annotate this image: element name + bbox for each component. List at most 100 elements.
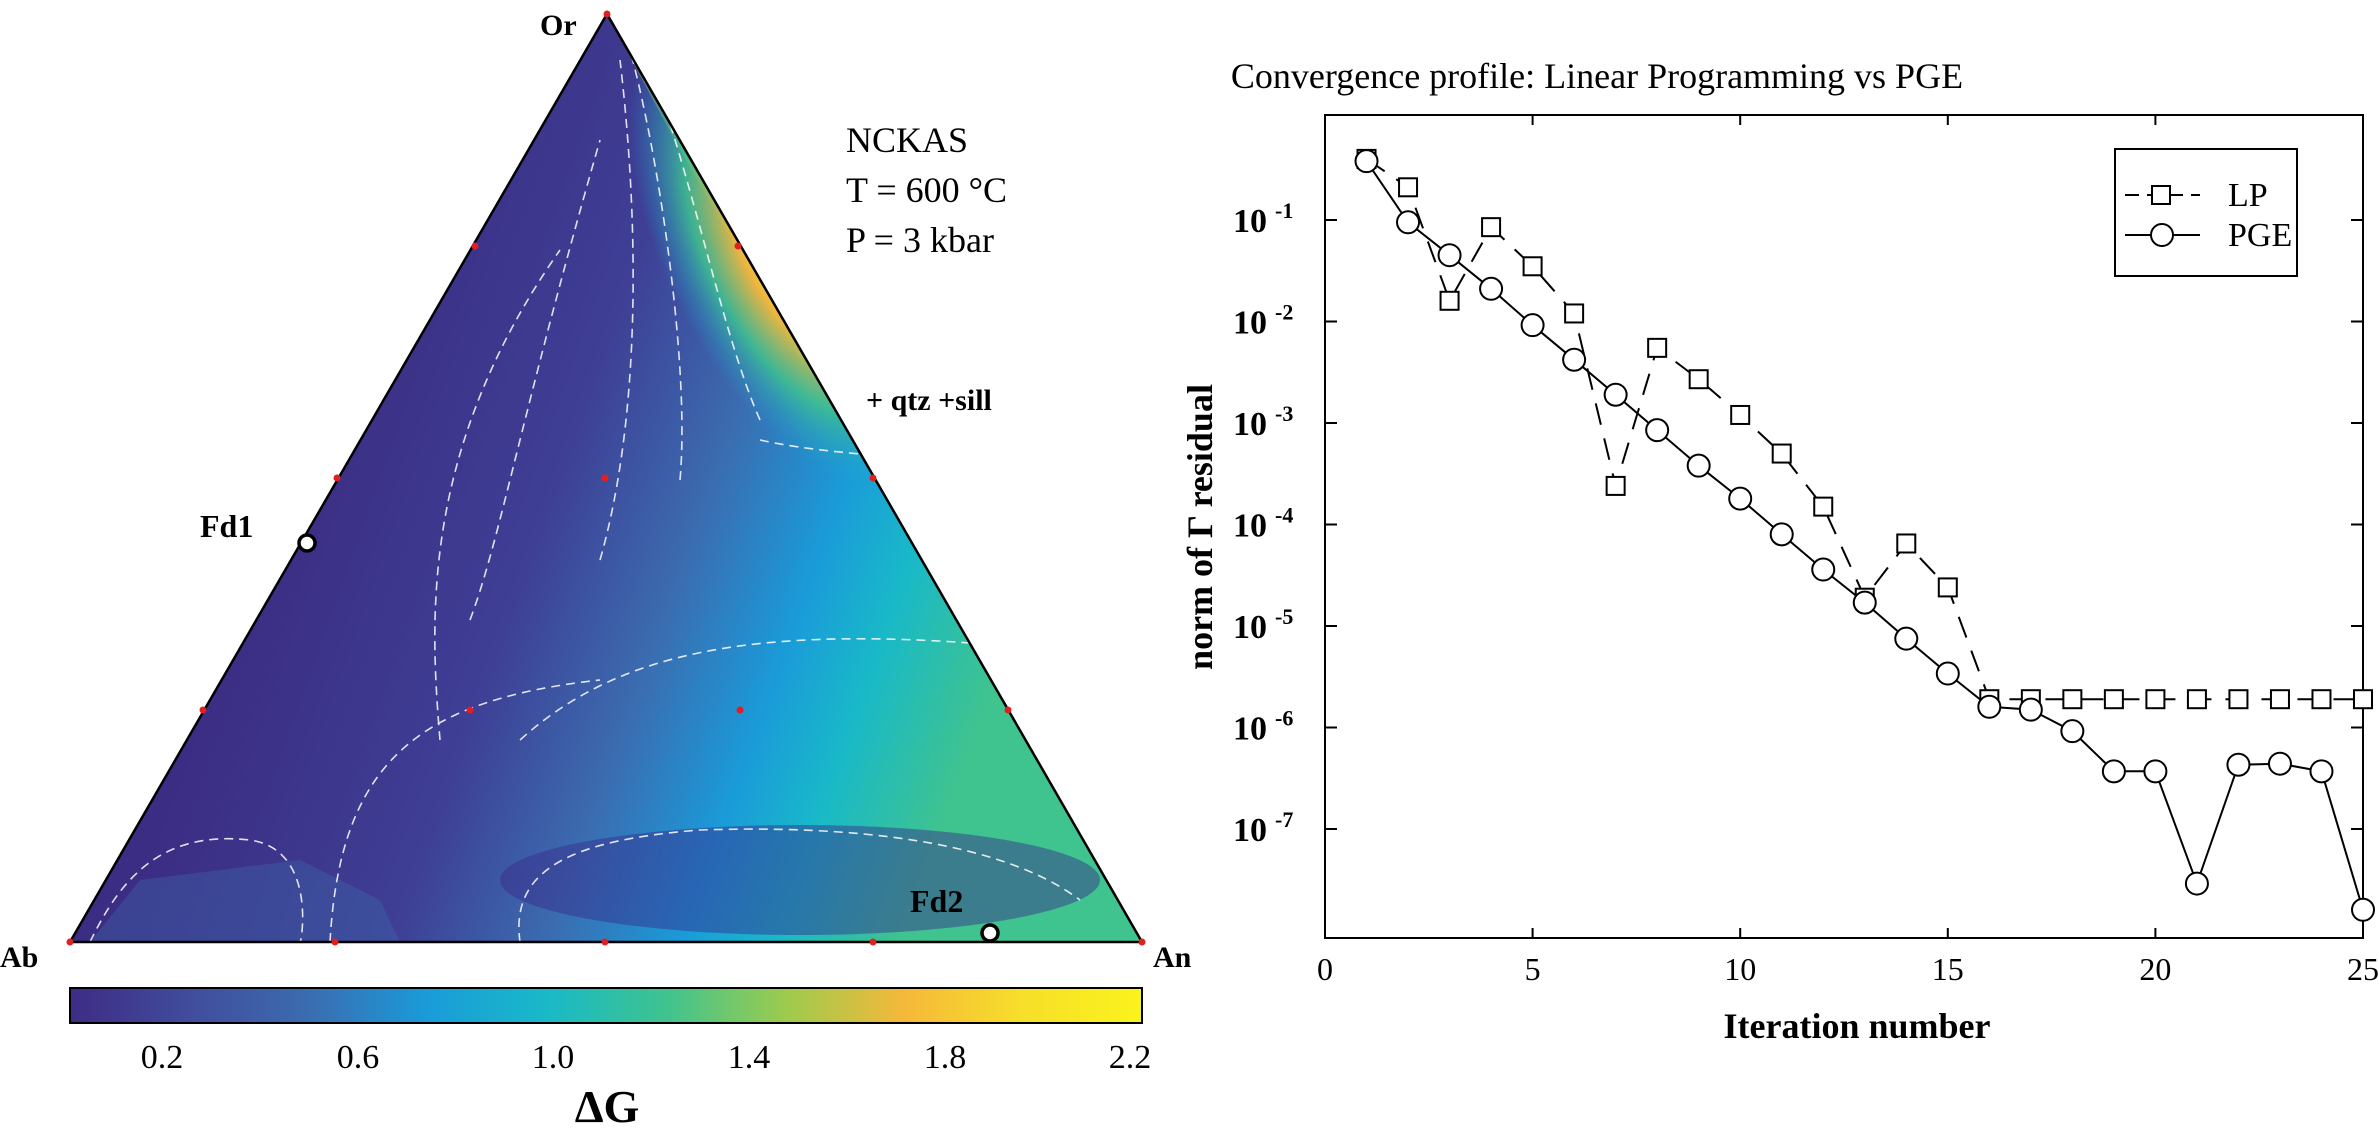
series-lp-point xyxy=(2103,689,2124,710)
series-lp-point xyxy=(1481,217,1502,238)
system-label: NCKAS xyxy=(846,120,968,160)
grid-dot xyxy=(869,938,877,946)
pressure-label: P = 3 kbar xyxy=(846,220,994,260)
series-pge-point xyxy=(1520,313,1545,338)
series-pge-point xyxy=(2101,759,2126,784)
series-lp-point xyxy=(1896,533,1917,554)
series-lp-point xyxy=(2269,689,2290,710)
series-pge-point xyxy=(1479,276,1504,301)
y-tick-label: 10 -5 xyxy=(1233,604,1293,646)
field-base xyxy=(70,14,1142,942)
series-pge-point xyxy=(1769,522,1794,547)
series-pge-point xyxy=(1396,210,1421,235)
grid-dots xyxy=(66,10,1146,946)
series-lp-point xyxy=(1522,256,1543,277)
contour-2 xyxy=(469,139,601,621)
y-tick-label: 10 -4 xyxy=(1233,503,1293,545)
series-lp-point xyxy=(1439,290,1460,311)
grid-dot xyxy=(1138,938,1146,946)
series-pge-point xyxy=(1437,243,1462,268)
point-fd2-label: Fd2 xyxy=(910,883,963,919)
series-lp-point xyxy=(2145,689,2166,710)
ternary-diagram: Or Ab An Fd1 Fd2 NCKAS T = 600 °C P = 3 … xyxy=(0,9,1192,1132)
field-lowleft xyxy=(90,860,400,942)
series-lp-point xyxy=(2186,689,2207,710)
colorbar-ticks: 0.2 0.6 1.0 1.4 1.8 2.2 xyxy=(141,1039,1152,1076)
series-lp-point xyxy=(1398,177,1419,198)
grid-dot xyxy=(736,706,744,714)
grid-dot xyxy=(734,242,742,250)
vertex-left-label: Ab xyxy=(0,941,38,974)
colorbar-tick-label: 0.6 xyxy=(337,1039,380,1076)
series-pge-point xyxy=(2267,751,2292,776)
assemblage-label: + qtz +sill xyxy=(866,384,992,417)
contour-1 xyxy=(434,249,561,741)
convergence-chart: Convergence profile: Linear Programming … xyxy=(1180,56,2379,1046)
series-lp-point xyxy=(1605,475,1626,496)
colorbar-tick-label: 2.2 xyxy=(1109,1039,1152,1076)
series-pge-point xyxy=(1935,661,1960,686)
grid-dot xyxy=(66,938,74,946)
series-pge-point xyxy=(2226,752,2251,777)
y-tick-label: 10 -6 xyxy=(1233,706,1293,748)
legend-lp-label: LP xyxy=(2228,177,2268,214)
grid-dot xyxy=(601,474,609,482)
vertex-right-label: An xyxy=(1153,941,1192,974)
contour-5 xyxy=(629,49,683,481)
legend-lp-marker xyxy=(2151,185,2171,205)
plot-area xyxy=(1324,114,2364,939)
point-fd2-marker xyxy=(980,923,1000,943)
series-pge-point xyxy=(1728,486,1753,511)
series-pge-point xyxy=(1645,418,1670,443)
y-tick-label: 10 -1 xyxy=(1233,198,1293,240)
grid-dot xyxy=(331,938,339,946)
colorbar-tick-label: 1.0 xyxy=(532,1039,575,1076)
series-lp-point xyxy=(1688,369,1709,390)
series-lp-point xyxy=(2062,689,2083,710)
colorbar-label: ΔG xyxy=(575,1081,640,1132)
grid-dot xyxy=(333,474,341,482)
contour-7 xyxy=(639,39,761,421)
series-pge-point xyxy=(1354,149,1379,174)
grid-dot xyxy=(603,10,611,18)
legend-pge-label: PGE xyxy=(2228,217,2292,254)
series-pge-point xyxy=(1811,557,1836,582)
contour-4 xyxy=(599,59,634,561)
y-tick-label: 10 -3 xyxy=(1233,401,1293,443)
colorbar-tick-label: 1.4 xyxy=(728,1039,771,1076)
legend-box xyxy=(2114,148,2298,277)
contour-min xyxy=(518,828,1081,942)
colorbar-tick-label: 0.2 xyxy=(141,1039,184,1076)
series-pge-point xyxy=(2309,759,2334,784)
series-pge-point xyxy=(2060,719,2085,744)
y-axis-ticks: 10-1 10-2 10-3 10-4 10-5 10-6 10-7 xyxy=(1233,198,2363,849)
series-pge-point xyxy=(2351,897,2375,922)
y-tick-label: 10 -7 xyxy=(1233,807,1293,849)
series-lp-point xyxy=(2311,689,2332,710)
grid-dot xyxy=(471,242,479,250)
series-pge-point xyxy=(2184,871,2209,896)
chart-title: Convergence profile: Linear Programming … xyxy=(1231,56,1963,96)
series-pge-point xyxy=(1894,626,1919,651)
series-pge-point xyxy=(1977,694,2002,719)
x-tick-label: 25 xyxy=(2347,951,2379,987)
contour-3 xyxy=(519,637,1051,741)
point-fd1-marker xyxy=(297,533,317,553)
x-tick-label: 20 xyxy=(2139,951,2171,987)
series-lp-point xyxy=(1813,496,1834,517)
colorbar xyxy=(69,987,1143,1024)
y-axis-label: norm of Γ residual xyxy=(1180,384,1220,670)
colorbar-tick-label: 1.8 xyxy=(924,1039,967,1076)
field-minimum xyxy=(500,825,1100,935)
series-pge-point xyxy=(1686,453,1711,478)
temperature-label: T = 600 °C xyxy=(846,170,1007,210)
series-pge-point xyxy=(1562,347,1587,372)
series-lp-point xyxy=(1937,577,1958,598)
series-pge-point xyxy=(2143,759,2168,784)
x-tick-label: 10 xyxy=(1724,951,1756,987)
grid-dot xyxy=(601,938,609,946)
series-lp-point xyxy=(1564,303,1585,324)
series-pge-point xyxy=(1852,590,1877,615)
